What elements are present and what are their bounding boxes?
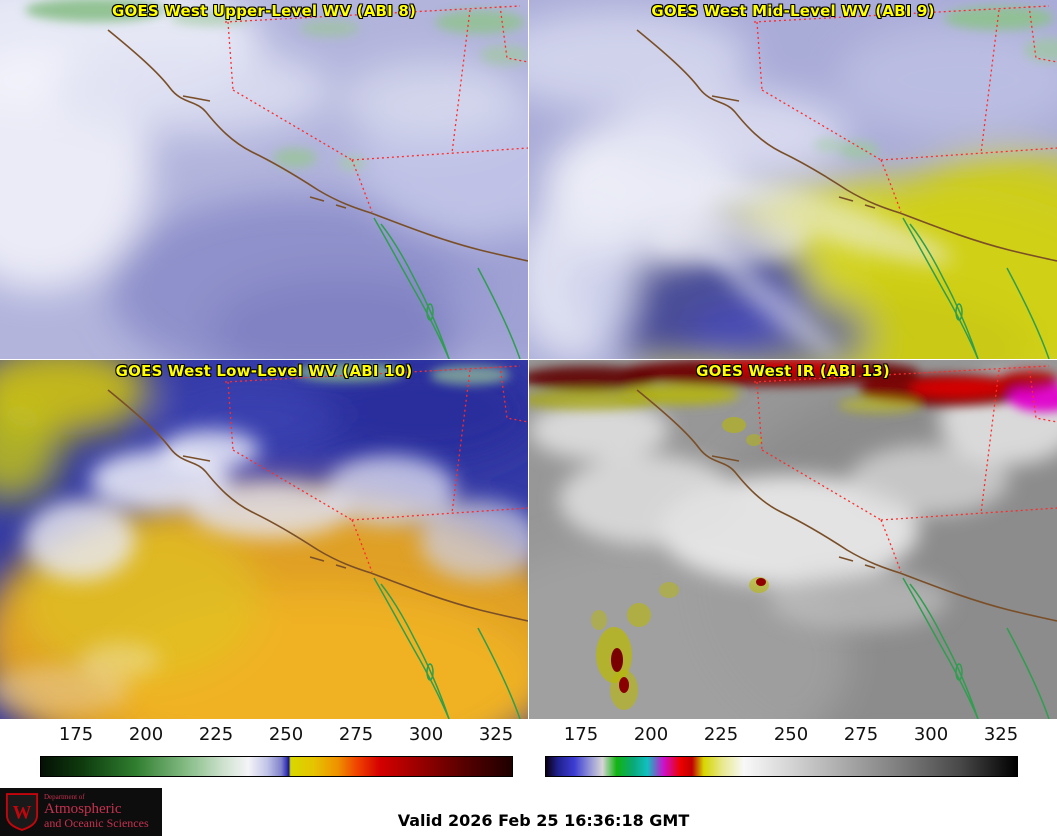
tick-ir-300: 300	[913, 724, 949, 745]
wv-colorbar	[40, 756, 513, 777]
tick-wv-275: 275	[338, 724, 374, 745]
tick-ir-175: 175	[563, 724, 599, 745]
tick-ir-200: 200	[633, 724, 669, 745]
tick-wv-200: 200	[128, 724, 164, 745]
tick-ir-325: 325	[983, 724, 1019, 745]
wv-colorbar-group: 175 200 225 250 275 300 325	[40, 722, 513, 784]
ir-colorbar	[545, 756, 1018, 777]
logo-line-oceanic: and Oceanic Sciences	[44, 816, 149, 831]
tick-ir-275: 275	[843, 724, 879, 745]
ir-colorbar-ticks: 175 200 225 250 275 300 325	[545, 722, 1018, 752]
panel-low-level-wv: GOES West Low-Level WV (ABI 10)	[0, 360, 528, 719]
panel-ir: GOES West IR (ABI 13)	[529, 360, 1057, 719]
tick-wv-175: 175	[58, 724, 94, 745]
panel-mid-level-wv: GOES West Mid-Level WV (ABI 9)	[529, 0, 1057, 359]
wv-colorbar-ticks: 175 200 225 250 275 300 325	[40, 722, 513, 752]
uw-crest-icon: W	[5, 793, 39, 831]
ir-colorbar-group: 175 200 225 250 275 300 325	[545, 722, 1018, 784]
tick-ir-250: 250	[773, 724, 809, 745]
uw-aos-logo: W Department of Atmospheric and Oceanic …	[0, 788, 162, 836]
tick-wv-300: 300	[408, 724, 444, 745]
panel-title-abi8: GOES West Upper-Level WV (ABI 8)	[111, 2, 417, 20]
mid-level-wv-image	[529, 0, 1057, 359]
valid-time: Valid 2026 Feb 25 16:36:18 GMT	[397, 811, 690, 830]
tick-ir-225: 225	[703, 724, 739, 745]
logo-text: Department of Atmospheric and Oceanic Sc…	[44, 792, 149, 831]
tick-wv-250: 250	[268, 724, 304, 745]
low-level-wv-image	[0, 360, 528, 719]
panel-upper-level-wv: GOES West Upper-Level WV (ABI 8)	[0, 0, 528, 359]
panel-title-abi10: GOES West Low-Level WV (ABI 10)	[115, 362, 413, 380]
tick-wv-225: 225	[198, 724, 234, 745]
logo-line-department: Department of	[44, 792, 85, 801]
panel-title-abi13: GOES West IR (ABI 13)	[696, 362, 890, 380]
ir-image	[529, 360, 1057, 719]
tick-wv-325: 325	[478, 724, 514, 745]
upper-level-wv-image	[0, 0, 528, 359]
logo-line-atmospheric: Atmospheric	[44, 801, 122, 818]
panel-title-abi9: GOES West Mid-Level WV (ABI 9)	[651, 2, 935, 20]
uw-monogram: W	[13, 803, 32, 824]
